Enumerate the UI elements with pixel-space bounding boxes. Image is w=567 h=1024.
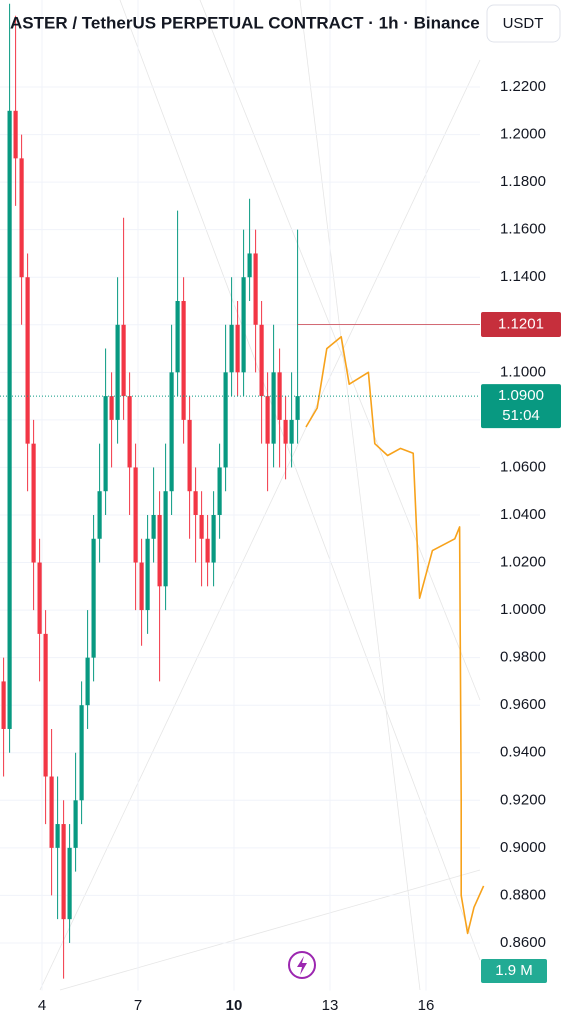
candle-body [199, 514, 204, 539]
x-tick-label: 13 [322, 997, 339, 1014]
candle-body [115, 324, 120, 420]
candle-body [235, 324, 240, 373]
candle-body [67, 847, 72, 920]
candle-body [289, 419, 294, 444]
y-tick-label: 0.9600 [500, 696, 546, 713]
y-tick-label: 0.9400 [500, 744, 546, 761]
candle-body [217, 467, 222, 515]
candle-body [127, 396, 132, 468]
plot [0, 3, 485, 979]
candle-body [91, 538, 96, 658]
candle-body [139, 562, 144, 611]
candle-body [259, 324, 264, 397]
candle-body [31, 443, 36, 563]
chart-title: ASTER / TetherUS PERPETUAL CONTRACT · 1h… [10, 13, 480, 32]
candle-body [169, 372, 174, 492]
candle-body [157, 514, 162, 587]
candle-body [133, 467, 138, 563]
candle-body [265, 396, 270, 444]
candle-body [253, 253, 258, 325]
last-price-label: 1.0900 [498, 387, 544, 404]
candle-body [43, 633, 48, 777]
fan-line [199, 0, 481, 701]
candle-body [205, 538, 210, 563]
candle-body [145, 538, 150, 611]
y-tick-label: 1.0400 [500, 506, 546, 523]
candle-body [187, 419, 192, 492]
fan-line [59, 869, 481, 991]
x-tick-label: 10 [226, 997, 243, 1014]
volume-label: 1.9 M [495, 962, 533, 979]
y-tick-label: 0.9000 [500, 839, 546, 856]
high-label: 1.1201 [498, 316, 544, 333]
candle-body [181, 301, 186, 420]
volume-box [481, 959, 547, 983]
candle-body [7, 110, 12, 729]
x-tick-label: 16 [418, 997, 435, 1014]
projection-line [305, 335, 485, 935]
high-label-box [481, 312, 561, 338]
candle-body [103, 396, 108, 492]
candle-body [241, 277, 246, 373]
x-tick-label: 4 [38, 997, 46, 1014]
y-tick-label: 0.8600 [500, 934, 546, 951]
x-tick-label: 7 [134, 997, 142, 1014]
candle-body [109, 396, 114, 420]
candle-body [49, 776, 54, 848]
y-tick-label: 0.8800 [500, 886, 546, 903]
y-tick-label: 1.1400 [500, 268, 546, 285]
candle-body [13, 110, 18, 159]
candle-body [211, 514, 216, 563]
y-tick-label: 1.0000 [500, 601, 546, 618]
countdown: 51:04 [502, 407, 540, 424]
y-tick-label: 1.0200 [500, 554, 546, 571]
candle-body [1, 681, 6, 729]
candle-body [73, 800, 78, 848]
candle-body [193, 491, 198, 515]
fan-line [39, 59, 481, 991]
candle-body [79, 705, 84, 801]
candle-body [163, 491, 168, 587]
y-tick-label: 1.1600 [500, 221, 546, 238]
candle-body [55, 824, 60, 848]
fan-line [299, 0, 421, 991]
candle-body [175, 301, 180, 373]
candle-body [283, 419, 288, 444]
candle-body [121, 324, 126, 397]
candle-body [85, 657, 90, 706]
candle-body [295, 396, 300, 420]
y-tick-label: 1.2000 [500, 126, 546, 143]
candle-body [223, 372, 228, 468]
candle-body [151, 514, 156, 539]
axis: 0.8600 0.8800 0.9000 0.9200 0.9400 0.9600 0.98… [38, 78, 561, 1014]
y-tick-label: 1.1000 [500, 363, 546, 380]
grid [0, 0, 480, 991]
candle-body [37, 562, 42, 634]
y-tick-label: 1.0600 [500, 458, 546, 475]
candle-body [25, 277, 30, 444]
candle-body [271, 372, 276, 444]
y-tick-label: 0.9200 [500, 791, 546, 808]
last-price-box [481, 384, 561, 429]
currency-button[interactable] [486, 4, 561, 43]
y-tick-label: 1.1800 [500, 173, 546, 190]
currency-label[interactable]: USDT [503, 15, 544, 32]
y-tick-label: 1.2200 [500, 78, 546, 95]
y-tick-label: 0.9800 [500, 649, 546, 666]
candle-body [19, 158, 24, 278]
candle-body [97, 491, 102, 539]
lightning [297, 956, 307, 975]
candle-body [247, 253, 252, 278]
candle-body [229, 324, 234, 373]
candle-body [61, 824, 66, 920]
